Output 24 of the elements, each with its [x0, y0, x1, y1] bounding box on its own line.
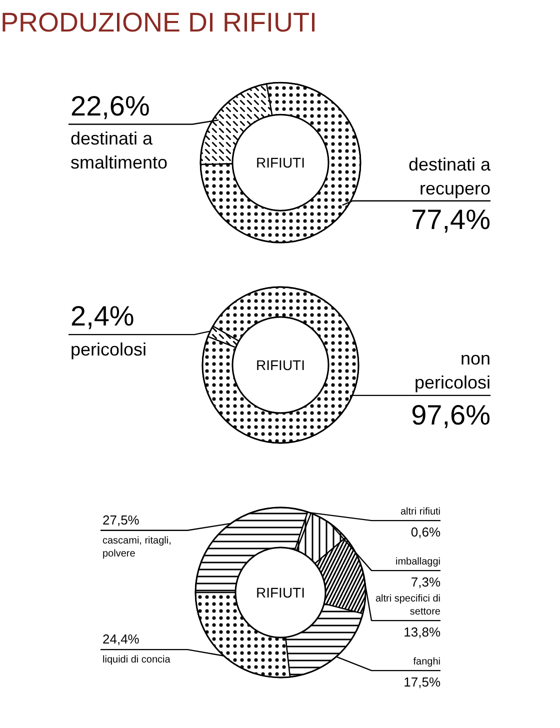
data-label: 0,6% — [410, 524, 441, 540]
data-label: 22,6% — [70, 90, 150, 122]
slice-label: cascami, ritagli, polvere — [102, 535, 172, 560]
data-label: 27,5% — [102, 512, 140, 528]
slice-label: pericolosi — [70, 340, 147, 360]
text: RIFIUTI — [256, 357, 306, 373]
data-label: 13,8% — [404, 624, 441, 640]
data-label: 77,4% — [411, 204, 491, 236]
slice-label: fanghi — [413, 656, 441, 668]
slice-label: destinati a recupero — [408, 154, 492, 198]
text: RIFIUTI — [256, 154, 306, 171]
data-label: 17,5% — [404, 674, 441, 690]
slice-label: altri specifici di settore — [375, 593, 441, 618]
data-label: 2,4% — [70, 300, 134, 332]
slice-label: destinati a smaltimento — [70, 128, 168, 172]
slice-label: non pericolosi — [414, 348, 491, 392]
data-label: 24,4% — [102, 632, 140, 647]
text: RIFIUTI — [256, 584, 306, 600]
data-label: 7,3% — [410, 574, 441, 590]
chart-title: PRODUZIONE DI RIFIUTI — [0, 8, 317, 38]
slice-label: liquidi di concia — [102, 654, 171, 666]
slice-label: altri rifiuti — [400, 506, 441, 518]
data-label: 97,6% — [411, 399, 491, 430]
slice-label: imballaggi — [395, 556, 441, 568]
